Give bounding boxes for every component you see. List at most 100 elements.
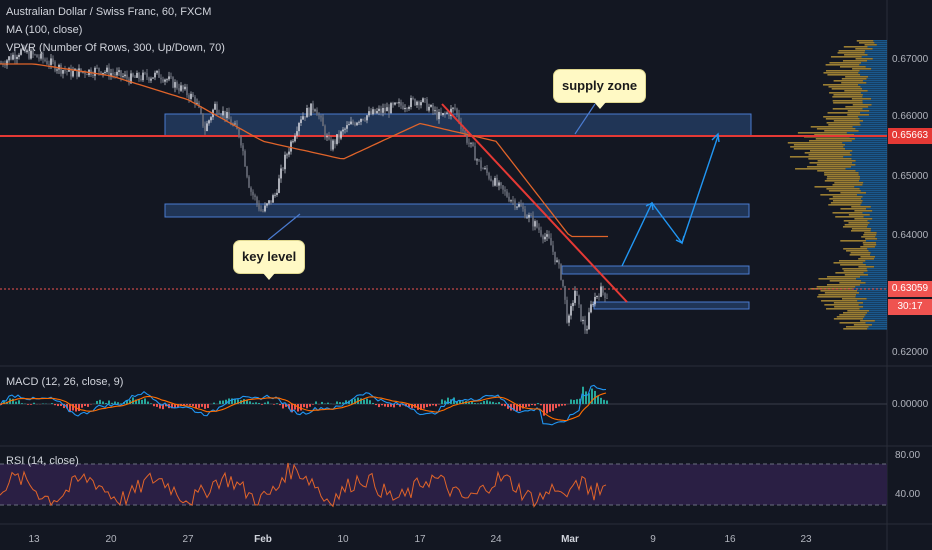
macd-histogram-bar (156, 404, 158, 407)
candle (140, 75, 142, 81)
candle (122, 73, 124, 79)
vpvr-bar-up (851, 252, 871, 254)
vpvr-bar-down (860, 70, 887, 72)
vpvr-bar-up (808, 158, 851, 160)
candle (498, 180, 500, 190)
candle (568, 314, 570, 326)
vpvr-bar-down (867, 328, 887, 330)
vpvr-bar-down (852, 154, 887, 156)
candle (490, 176, 492, 182)
vpvr-bar-down (859, 130, 887, 132)
candle (590, 301, 592, 314)
vpvr-bar-up (840, 208, 866, 210)
time-label: 16 (724, 534, 736, 545)
macd-histogram-bar (114, 402, 116, 404)
macd-histogram-bar (528, 404, 530, 406)
macd-histogram-bar (21, 403, 23, 404)
vpvr-bar-up (817, 170, 855, 172)
macd-histogram-bar (564, 404, 566, 405)
macd-histogram-bar (426, 404, 428, 407)
candle (426, 97, 428, 111)
macd-histogram-bar (42, 403, 44, 404)
ma-legend[interactable]: MA (100, close) (6, 24, 82, 36)
candle (468, 138, 470, 147)
candle (534, 219, 536, 230)
time-label: 23 (800, 534, 812, 545)
vpvr-bar-down (863, 102, 887, 104)
candle (154, 71, 156, 80)
vpvr-bar-up (830, 280, 862, 282)
vpvr-bar-up (827, 284, 860, 286)
candle (136, 70, 138, 78)
macd-histogram-bar (525, 404, 527, 407)
support-zone-lower[interactable] (594, 302, 749, 309)
vpvr-bar-up (826, 118, 860, 120)
resistance-price-badge: 0.65663 (888, 128, 932, 144)
macd-histogram-bar (558, 404, 560, 406)
vpvr-bar-down (863, 94, 887, 96)
vpvr-bar-down (863, 108, 887, 110)
vpvr-bar-up (857, 40, 874, 42)
support-zone-upper[interactable] (562, 266, 749, 274)
vpvr-bar-down (875, 320, 887, 322)
macd-histogram-bar (276, 403, 278, 404)
vpvr-bar-up (843, 312, 867, 314)
macd-histogram-bar (111, 403, 113, 404)
vpvr-bar-down (862, 184, 887, 186)
candle (274, 193, 276, 198)
vpvr-bar-down (860, 188, 887, 190)
macd-histogram-bar (336, 401, 338, 404)
projection-path[interactable] (622, 136, 718, 266)
time-label: 10 (337, 534, 349, 545)
candle (16, 55, 18, 64)
macd-histogram-bar (312, 404, 314, 405)
macd-histogram-bar (105, 403, 107, 404)
price-tick: 0.65000 (892, 171, 929, 182)
candle (48, 61, 50, 69)
vpvr-bar-down (860, 74, 887, 76)
vpvr-bar-down (869, 250, 887, 252)
vpvr-bar-up (854, 210, 872, 212)
macd-histogram-bar (327, 403, 329, 404)
vpvr-bar-up (824, 172, 859, 174)
candle (252, 189, 254, 199)
rsi-legend[interactable]: RSI (14, close) (6, 455, 79, 467)
vpvr-bar-up (794, 148, 845, 150)
macd-histogram-bar (477, 403, 479, 404)
candle (574, 286, 576, 305)
candle (148, 77, 150, 83)
vpvr-bar-up (834, 306, 863, 308)
vpvr-bar-up (829, 92, 861, 94)
macd-histogram-bar (363, 400, 365, 404)
vpvr-bar-up (823, 84, 858, 86)
macd-histogram-bar (102, 402, 104, 404)
chart-title[interactable]: Australian Dollar / Swiss Franc, 60, FXC… (6, 6, 211, 18)
vpvr-bar-up (846, 250, 869, 252)
candle (166, 78, 168, 82)
macd-legend[interactable]: MACD (12, 26, close, 9) (6, 376, 123, 388)
candle (392, 102, 394, 108)
macd-histogram-bar (15, 402, 17, 404)
candle (596, 296, 598, 299)
supply-zone-callout[interactable]: supply zone (554, 70, 645, 102)
candle (146, 69, 148, 80)
macd-histogram-bar (300, 404, 302, 411)
vpvr-bar-down (868, 46, 887, 48)
candle (478, 159, 480, 162)
vpvr-bar-up (844, 46, 868, 48)
vpvr-bar-down (859, 172, 887, 174)
vpvr-legend[interactable]: VPVR (Number Of Rows, 300, Up/Down, 70) (6, 42, 225, 54)
rsi-tick: 40.00 (895, 489, 920, 500)
macd-histogram-bar (534, 404, 536, 406)
candle (132, 73, 134, 78)
vpvr-bar-down (854, 186, 887, 188)
key-level-callout[interactable]: key level (234, 241, 304, 273)
vpvr-bar-down (877, 44, 887, 46)
macd-histogram-bar (546, 404, 548, 413)
candle (470, 142, 472, 147)
vpvr-bar-down (871, 228, 887, 230)
vpvr-bar-up (844, 90, 867, 92)
vpvr-bar-up (826, 188, 859, 190)
time-axis[interactable]: 13 20 27 Feb 10 17 24 Mar 9 16 23 (28, 534, 812, 545)
